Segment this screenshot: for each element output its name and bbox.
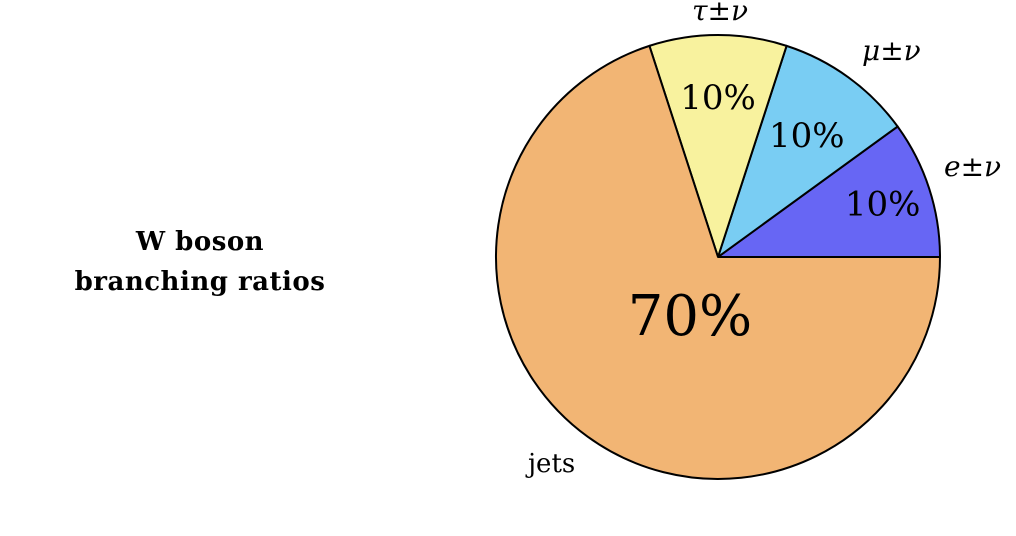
- pie-labels: 10% e±ν 10% μ±ν 10% τ±ν 70% jets: [525, 0, 1001, 479]
- pie-slice-category-label-2: τ±ν: [692, 0, 748, 27]
- pie-slice-category-label-3: jets: [525, 449, 575, 479]
- pie-slice-value-label-3: 70%: [628, 284, 752, 349]
- pie-slice-2: [648, 34, 788, 258]
- pie-slices: [495, 34, 941, 480]
- chart-title-line-2: branching ratios: [74, 267, 326, 297]
- pie-slice-category-label-1: μ±ν: [862, 34, 921, 67]
- pie-slice-3: [495, 44, 941, 480]
- pie-slice-value-label-1: 10%: [769, 116, 845, 156]
- pie-slice-0: [717, 125, 941, 258]
- chart-title-line-1: W boson: [135, 227, 265, 257]
- chart-title: W boson branching ratios: [40, 222, 360, 302]
- pie-slice-value-label-0: 10%: [845, 184, 921, 224]
- pie-slice-value-label-2: 10%: [680, 78, 756, 118]
- pie-slice-1: [717, 44, 899, 258]
- pie-slice-category-label-0: e±ν: [944, 150, 1001, 183]
